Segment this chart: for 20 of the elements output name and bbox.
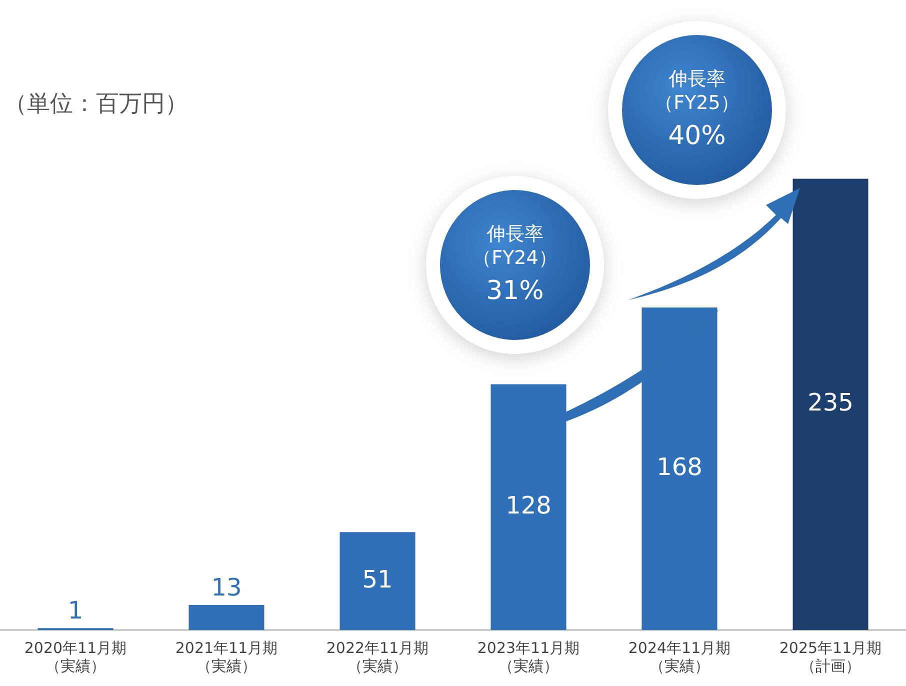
x-tick-label: 2021年11月期（実績） [175, 638, 278, 675]
x-tick-label: 2020年11月期（実績） [24, 638, 127, 675]
bar [340, 532, 416, 630]
x-tick-label: 2025年11月期（計画） [779, 638, 882, 675]
data-label: 51 [362, 565, 393, 594]
data-label: 235 [808, 388, 854, 417]
data-label: 128 [506, 491, 552, 520]
bar [188, 605, 264, 630]
data-label: 13 [211, 573, 242, 602]
bar [490, 384, 566, 630]
annotation: 伸長率（FY24）31% [472, 223, 558, 307]
data-label: 168 [656, 452, 702, 481]
data-label: 1 [68, 596, 84, 624]
text: （単位：百万円） [4, 90, 188, 119]
x-tick-label: 2022年11月期（実績） [326, 638, 429, 675]
circle-badge: 伸長率（FY25）40% [622, 35, 772, 185]
x-tick-label: 2023年11月期（実績） [477, 638, 580, 675]
bar [792, 178, 868, 630]
x-tick-label: 2024年11月期（実績） [628, 638, 731, 675]
circle-badge: 伸長率（FY24）31% [440, 190, 590, 340]
